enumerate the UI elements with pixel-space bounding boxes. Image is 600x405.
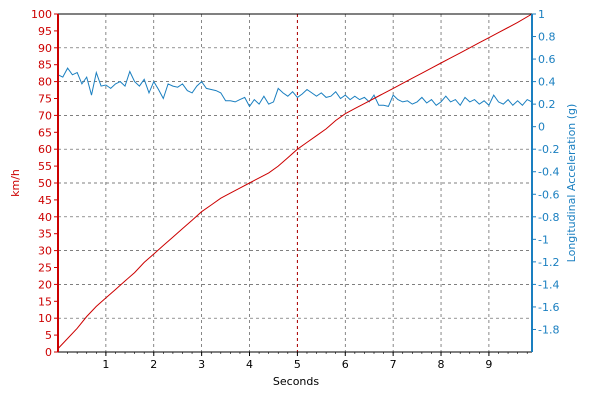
left-tick-label: 45 [38,194,52,207]
left-tick-label: 35 [38,228,52,241]
left-tick-label: 50 [38,177,52,190]
right-tick-label: -1 [538,233,549,246]
right-tick-label: -0.4 [538,166,559,179]
left-tick-label: 0 [45,346,52,359]
x-tick-label: 8 [438,358,445,371]
x-tick-label: 6 [342,358,349,371]
left-tick-label: 90 [38,42,52,55]
left-tick-label: 70 [38,109,52,122]
right-tick-label: -1.8 [538,323,559,336]
left-tick-label: 20 [38,278,52,291]
right-axis-title: Longitudinal Acceleration (g) [565,104,578,263]
right-tick-label: 0.2 [538,98,556,111]
x-tick-label: 5 [294,358,301,371]
series-layer [57,13,533,349]
left-tick-label: 60 [38,143,52,156]
speed-series-line [57,13,533,349]
right-tick-label: -1.4 [538,278,559,291]
left-tick-label: 25 [38,262,52,275]
x-tick-label: 3 [198,358,205,371]
right-tick-label: -1.6 [538,301,559,314]
left-tick-label: 100 [31,8,52,21]
left-tick-label: 95 [38,25,52,38]
left-tick-label: 85 [38,59,52,72]
right-tick-label: -0.6 [538,188,559,201]
acceleration-series-line [57,67,533,108]
x-axis-title: Seconds [273,375,319,388]
left-tick-label: 10 [38,312,52,325]
left-axis-title: km/h [9,169,22,197]
axis-layer: 1 2 3 4 5 6 7 8 90510152025303540455055606570758… [31,8,559,371]
x-tick-label: 9 [485,358,492,371]
x-tick-label: 1 [102,358,109,371]
right-tick-label: -1.2 [538,256,559,269]
right-tick-label: 0.8 [538,31,556,44]
right-tick-label: 0.6 [538,53,556,66]
x-tick-label: 2 [150,358,157,371]
right-tick-label: 1 [538,8,545,21]
left-tick-label: 5 [45,329,52,342]
left-tick-label: 65 [38,126,52,139]
left-tick-label: 55 [38,160,52,173]
right-tick-label: -0.8 [538,211,559,224]
left-tick-label: 40 [38,211,52,224]
x-tick-label: 7 [390,358,397,371]
right-tick-label: -0.2 [538,143,559,156]
right-tick-label: 0.4 [538,76,556,89]
right-tick-label: 0 [538,121,545,134]
left-tick-label: 80 [38,76,52,89]
x-tick-label: 4 [246,358,253,371]
left-tick-label: 30 [38,245,52,258]
left-tick-label: 15 [38,295,52,308]
left-tick-label: 75 [38,93,52,106]
